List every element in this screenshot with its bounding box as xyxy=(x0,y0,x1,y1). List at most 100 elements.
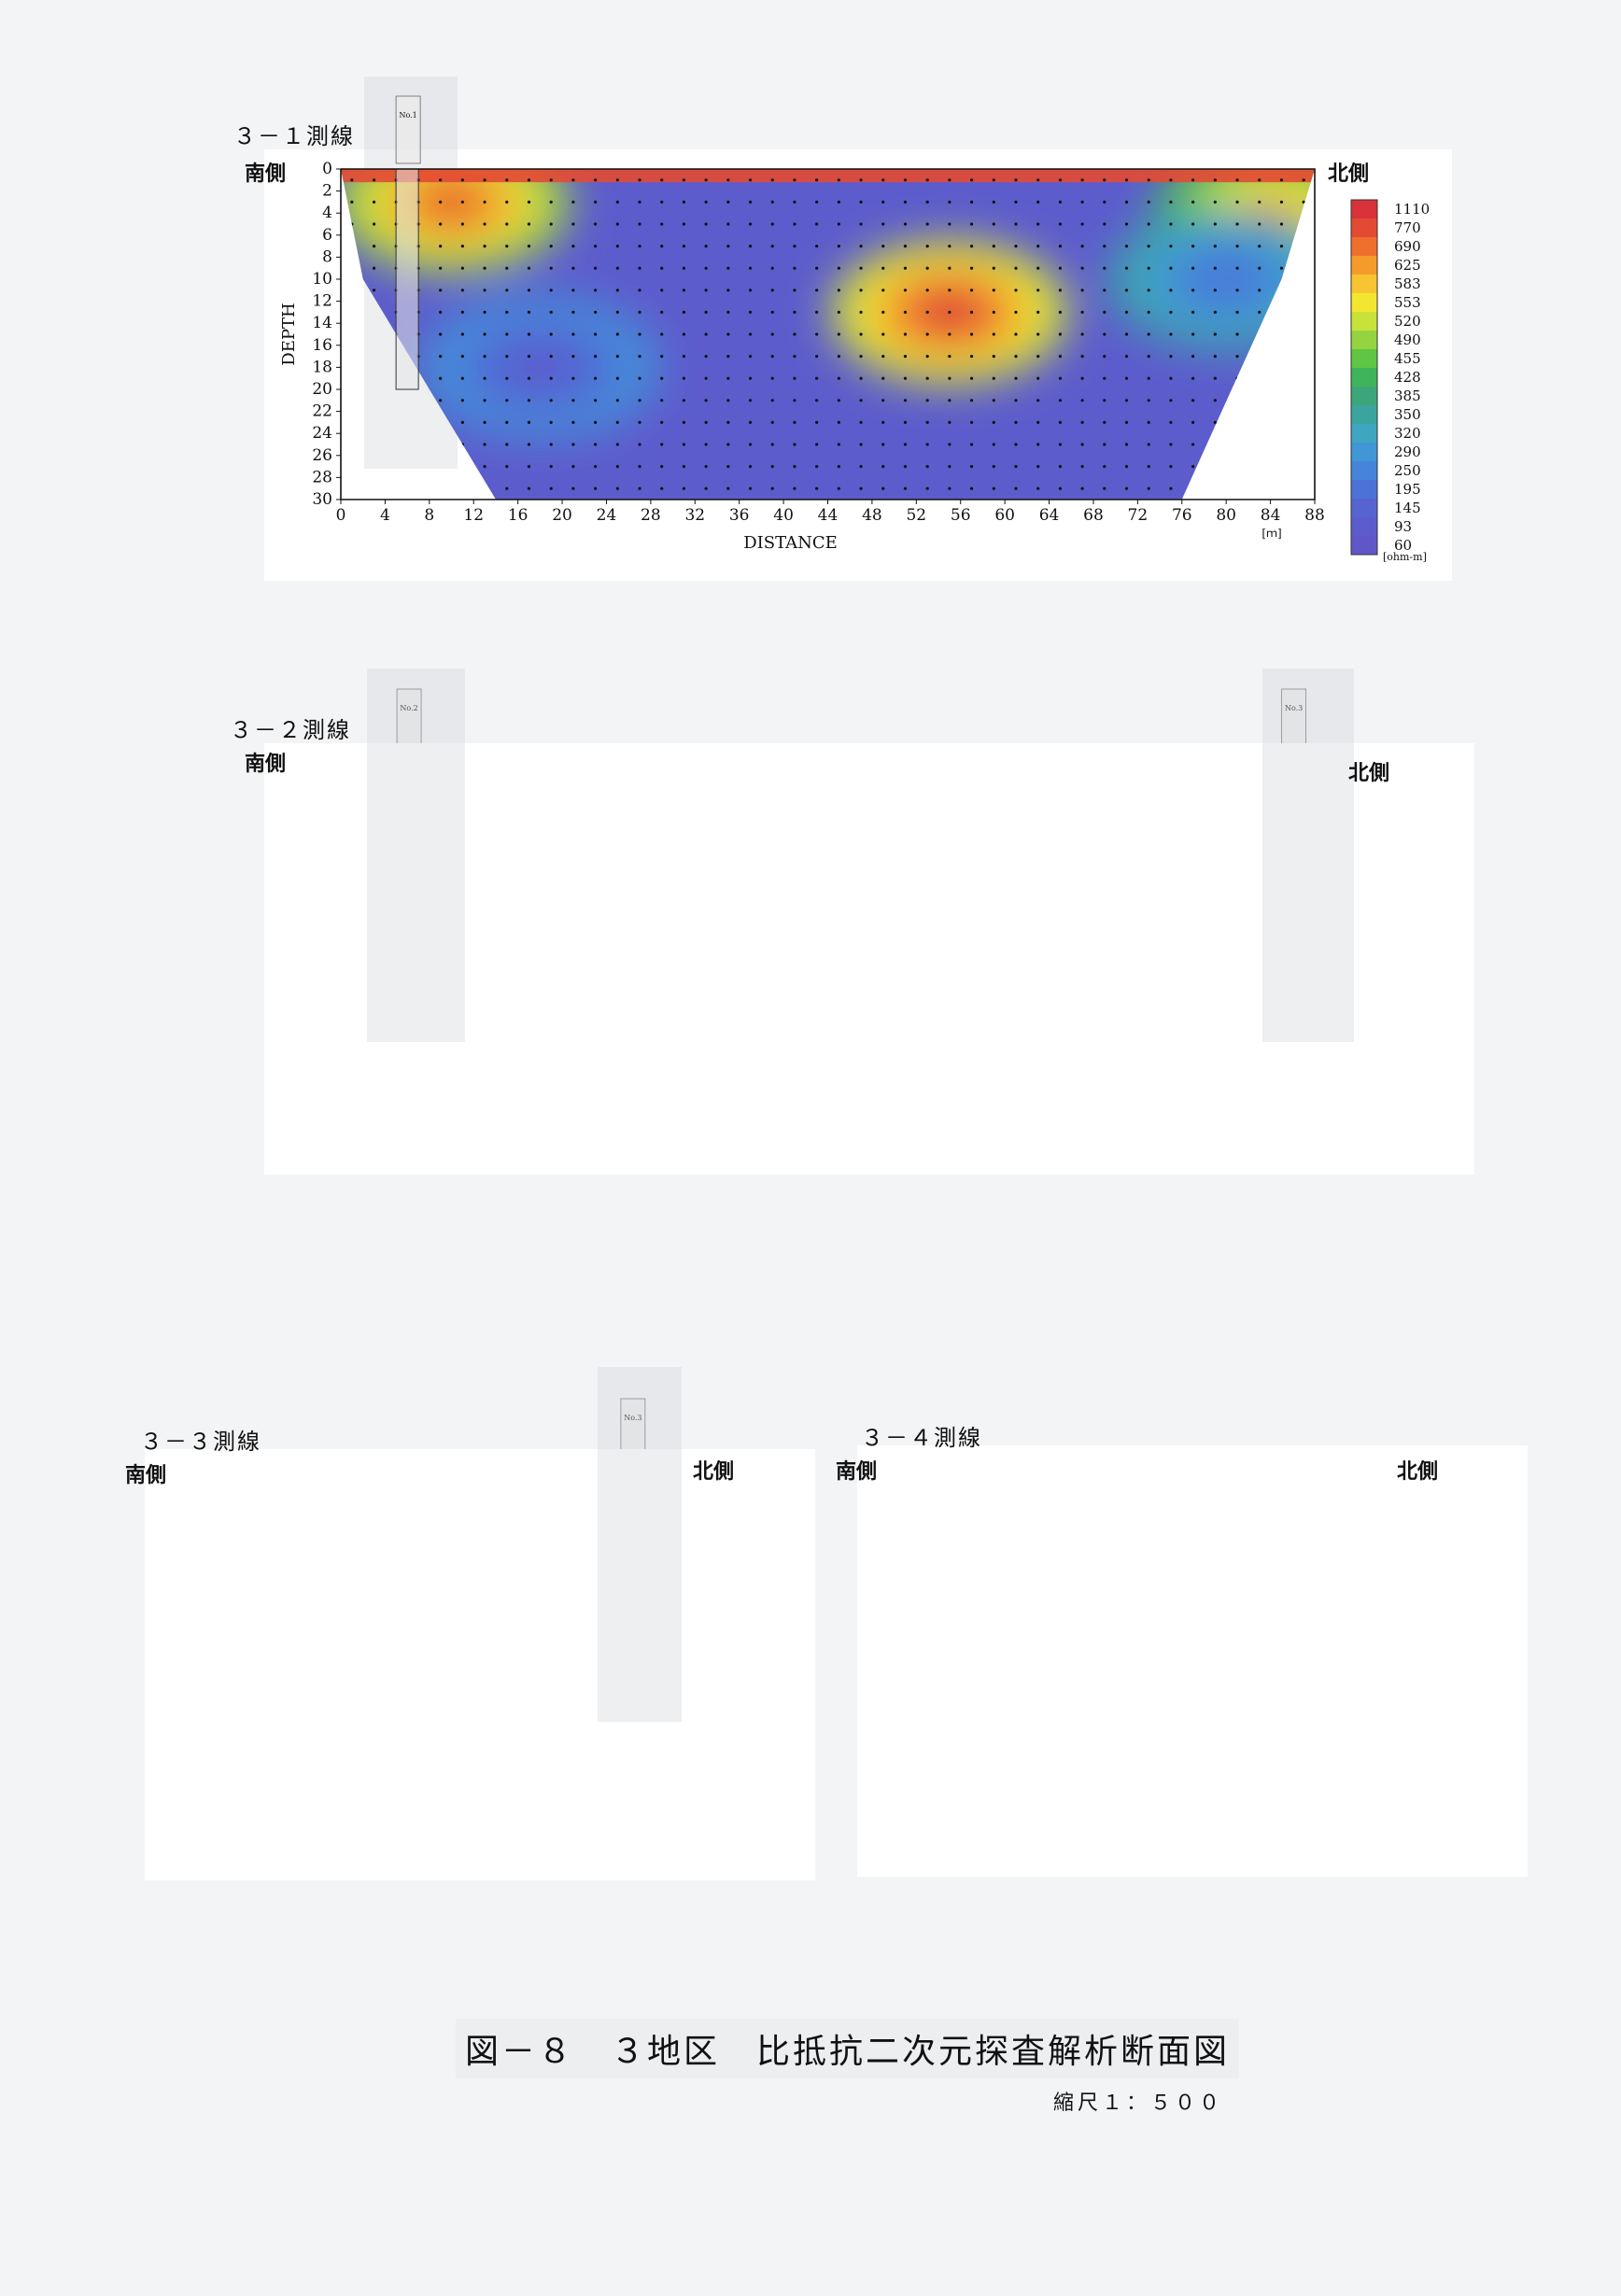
chart-panel-3-2 xyxy=(264,743,1474,1175)
north-label: 北側 xyxy=(1348,761,1390,785)
x-tick-label: 68 xyxy=(1083,506,1104,525)
colorbar-label: 490 xyxy=(1394,331,1421,348)
x-tick-label: 88 xyxy=(1304,506,1325,525)
y-tick-label: 18 xyxy=(312,358,332,376)
colorbar-segment xyxy=(1351,256,1377,275)
x-tick-label: 12 xyxy=(463,506,484,525)
chart-title-3-4: ３－４測線 xyxy=(861,1425,982,1451)
y-tick-label: 12 xyxy=(312,292,332,311)
borehole-label: No.3 xyxy=(624,1414,641,1422)
x-tick-label: 8 xyxy=(424,506,434,525)
x-tick-label: 76 xyxy=(1172,506,1192,525)
colorbar-segment xyxy=(1351,331,1377,350)
colorbar-label: 350 xyxy=(1394,406,1421,423)
x-tick-label: 4 xyxy=(380,506,390,525)
south-label: 南側 xyxy=(245,752,287,776)
colorbar-segment xyxy=(1351,480,1377,500)
y-tick-label: 2 xyxy=(322,182,332,201)
north-label: 北側 xyxy=(1328,162,1370,186)
colorbar-segment xyxy=(1351,349,1377,369)
colorbar-frame xyxy=(1350,199,1378,556)
tape xyxy=(598,1367,682,1722)
x-tick-label: 64 xyxy=(1039,506,1060,525)
scale-label: 縮尺１：５００ xyxy=(1053,2092,1224,2115)
colorbar-segment xyxy=(1351,293,1377,313)
y-tick-label: 26 xyxy=(312,446,332,465)
north-label: 北側 xyxy=(693,1459,735,1484)
x-tick-label: 28 xyxy=(641,506,661,525)
colorbar-segment xyxy=(1351,536,1377,556)
x-tick-label: 24 xyxy=(597,506,617,525)
resistivity-anomaly xyxy=(1195,261,1258,298)
y-tick-label: 22 xyxy=(312,402,332,421)
y-tick-label: 0 xyxy=(322,160,332,178)
x-tick-label: 32 xyxy=(684,506,705,525)
x-tick-label: 52 xyxy=(906,506,926,525)
colorbar-label: 145 xyxy=(1394,500,1421,516)
measurement-points xyxy=(350,178,1305,490)
y-tick-label: 6 xyxy=(322,226,332,245)
colorbar-label: 520 xyxy=(1394,313,1421,330)
y-tick-label: 28 xyxy=(312,468,332,486)
colorbar-unit: [ohm-m] xyxy=(1383,551,1427,563)
x-tick-label: 60 xyxy=(994,506,1015,525)
colorbar-segment xyxy=(1351,368,1377,387)
x-tick-label: 16 xyxy=(508,506,529,525)
tape xyxy=(1262,669,1354,1042)
y-tick-label: 4 xyxy=(322,204,332,222)
colorbar-label: 250 xyxy=(1394,462,1421,479)
y-tick-label: 30 xyxy=(312,490,332,509)
colorbar-label: 60 xyxy=(1394,537,1412,554)
colorbar-segment xyxy=(1351,517,1377,537)
colorbar-segment xyxy=(1351,312,1377,331)
x-tick-label: 40 xyxy=(773,506,794,525)
colorbar-label: 770 xyxy=(1394,219,1421,236)
colorbar-label: 625 xyxy=(1394,257,1421,274)
y-tick-label: 10 xyxy=(312,270,332,289)
surface-layer xyxy=(341,169,1315,183)
y-tick-label: 16 xyxy=(312,336,332,355)
colorbar-label: 428 xyxy=(1394,369,1421,386)
x-tick-label: 56 xyxy=(951,506,971,525)
borehole-label: No.2 xyxy=(400,704,417,712)
colorbar-segment xyxy=(1351,424,1377,444)
chart-panel-3-4 xyxy=(857,1445,1528,1877)
chart-title-3-1: ３－１測線 xyxy=(233,123,355,149)
x-tick-label: 72 xyxy=(1128,506,1149,525)
colorbar-segment xyxy=(1351,387,1377,406)
x-tick-label: 84 xyxy=(1261,506,1281,525)
resistivity-anomaly xyxy=(509,348,571,387)
colorbar-label: 93 xyxy=(1394,518,1412,535)
south-label: 南側 xyxy=(245,162,287,186)
colorbar-label: 290 xyxy=(1394,444,1421,460)
x-unit-label: [ｍ] xyxy=(1262,527,1281,540)
colorbar-label: 583 xyxy=(1394,275,1421,292)
colorbar-label: 553 xyxy=(1394,294,1421,311)
x-tick-label: 80 xyxy=(1216,506,1236,525)
colorbar-segment xyxy=(1351,461,1377,481)
colorbar-segment xyxy=(1351,405,1377,425)
colorbar-segment xyxy=(1351,237,1377,257)
x-tick-label: 36 xyxy=(729,506,750,525)
section-fill xyxy=(341,169,1315,500)
x-tick-label: 48 xyxy=(862,506,882,525)
x-axis-label: DISTANCE xyxy=(743,533,838,553)
colorbar-label: 1110 xyxy=(1394,201,1430,218)
borehole-label: No.3 xyxy=(1285,704,1303,712)
colorbar-label: 385 xyxy=(1394,387,1421,404)
colorbar-segment xyxy=(1351,275,1377,294)
x-tick-label: 44 xyxy=(818,506,839,525)
y-tick-label: 24 xyxy=(312,424,332,443)
south-label: 南側 xyxy=(125,1463,167,1487)
colorbar-label: 320 xyxy=(1394,425,1421,442)
borehole-column xyxy=(395,168,419,390)
borehole-tag xyxy=(395,95,421,164)
y-tick-label: 20 xyxy=(312,380,332,399)
colorbar-label: 690 xyxy=(1394,238,1421,255)
tape xyxy=(367,669,465,1042)
y-tick-label: 14 xyxy=(312,314,332,332)
chart-panel-3-3 xyxy=(145,1449,815,1880)
borehole-label: No.1 xyxy=(399,111,416,120)
colorbar-label: 455 xyxy=(1394,350,1421,367)
resistivity-anomaly xyxy=(420,183,483,221)
